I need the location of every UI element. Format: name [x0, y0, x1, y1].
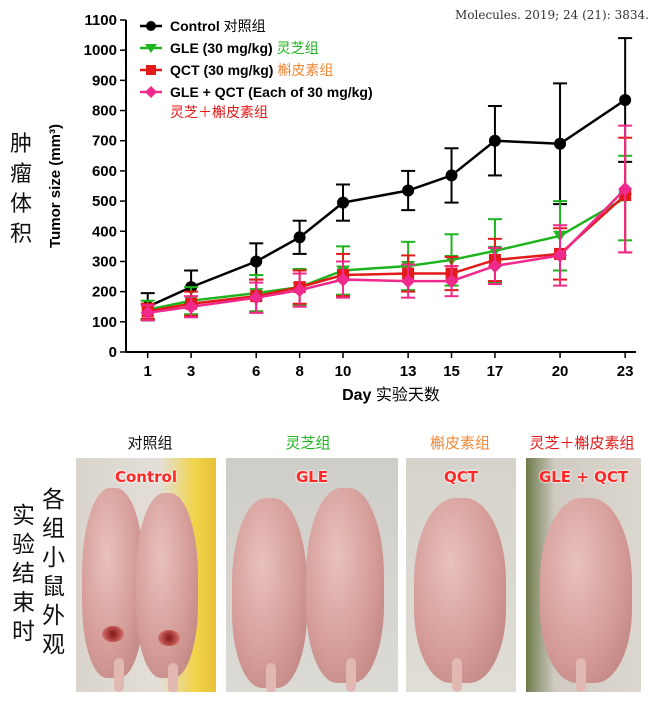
data-point [618, 182, 633, 197]
photo-side-label-1: 各组小鼠外观 [42, 487, 66, 658]
y-tick-label: 0 [109, 344, 117, 361]
x-tick-label: 10 [335, 363, 352, 380]
photo-qct: QCT [406, 458, 516, 692]
photo-gle: GLE [226, 458, 398, 692]
data-point [293, 231, 306, 244]
data-point [554, 137, 567, 150]
y-tick-label: 1000 [84, 42, 117, 59]
data-point [445, 169, 458, 182]
legend-label: QCT (30 mg/kg) [170, 62, 277, 78]
data-point [140, 305, 155, 320]
legend-label: GLE (30 mg/kg) [170, 40, 277, 56]
photo-combo: GLE + QCT [526, 458, 641, 692]
y-tick-label: 200 [92, 284, 117, 301]
legend-marker [146, 65, 156, 75]
photo-label-qct: QCT [444, 468, 478, 486]
legend-marker [145, 44, 157, 53]
data-point [401, 274, 416, 289]
legend-label-cn: 灵芝组 [277, 40, 319, 56]
legend-marker [145, 86, 157, 98]
legend-entry-3: GLE + QCT (Each of 30 mg/kg) [170, 84, 373, 100]
photo-label-control: Control [114, 468, 177, 486]
legend-label: Control [170, 18, 224, 34]
y-tick-label: 700 [92, 133, 117, 150]
data-point [487, 258, 502, 273]
x-tick-label: 8 [295, 363, 303, 380]
data-point [336, 272, 351, 287]
y-tick-label: 500 [92, 193, 117, 210]
legend-entry-2: QCT (30 mg/kg) 槲皮素组 [170, 62, 333, 78]
x-tick-label: 23 [617, 363, 634, 380]
legend-label-cn: 对照组 [224, 18, 266, 34]
y-tick-label: 900 [92, 72, 117, 89]
citation: Molecules. 2019; 24 (21): 3834. [455, 8, 649, 22]
legend-entry-0: Control 对照组 [170, 18, 266, 34]
y-tick-label: 800 [92, 103, 117, 120]
x-tick-label: 17 [487, 363, 504, 380]
group-heading-combo: 灵芝＋槲皮素组 [529, 434, 635, 452]
x-tick-label: 3 [187, 363, 195, 380]
photo-control: Control [76, 458, 216, 692]
data-point [402, 184, 415, 197]
photo-label-gle: GLE [295, 468, 329, 486]
series-line-2 [147, 194, 626, 313]
x-tick-label: 1 [144, 363, 152, 380]
photo-side-label-2: 实验结束时 [12, 503, 36, 645]
y-side-label-cn: 肿瘤体积 [10, 132, 34, 247]
data-point [488, 134, 501, 147]
y-tick-label: 300 [92, 253, 117, 270]
series-line-3 [147, 188, 627, 315]
data-point [553, 248, 568, 263]
series-line-0 [147, 98, 626, 308]
legend-label-cn: 灵芝＋槲皮素组 [170, 104, 268, 120]
x-tick-label: 20 [552, 363, 569, 380]
group-heading-qct: 槲皮素组 [429, 434, 490, 452]
data-point [184, 299, 199, 314]
x-tick-label: 15 [443, 363, 460, 380]
data-point [619, 93, 632, 106]
x-axis-label-cn: 实验天数 [376, 386, 440, 404]
x-tick-label: 13 [400, 363, 417, 380]
data-point [249, 290, 264, 305]
group-heading-gle: 灵芝组 [285, 434, 331, 452]
y-tick-label: 400 [92, 223, 117, 240]
x-axis-label-en: Day [342, 387, 376, 404]
legend-label-cn: 槲皮素组 [277, 62, 333, 78]
y-tick-label: 1100 [84, 12, 117, 29]
group-heading-control: 对照组 [127, 434, 173, 452]
data-point [444, 274, 459, 289]
data-point [250, 255, 263, 268]
series-line-1 [147, 196, 626, 311]
data-point [337, 196, 350, 209]
y-tick-label: 600 [92, 163, 117, 180]
y-axis-label: Tumor size (mm³) [47, 124, 64, 248]
y-tick-label: 100 [92, 314, 117, 331]
legend-marker [146, 21, 156, 31]
x-tick-label: 6 [252, 363, 260, 380]
photo-label-combo: GLE + QCT [538, 468, 629, 486]
legend-entry-1: GLE (30 mg/kg) 灵芝组 [170, 40, 319, 56]
data-point [292, 283, 307, 298]
legend-label: GLE + QCT (Each of 30 mg/kg) [170, 84, 373, 100]
x-axis-label: Day 实验天数 [342, 386, 440, 404]
